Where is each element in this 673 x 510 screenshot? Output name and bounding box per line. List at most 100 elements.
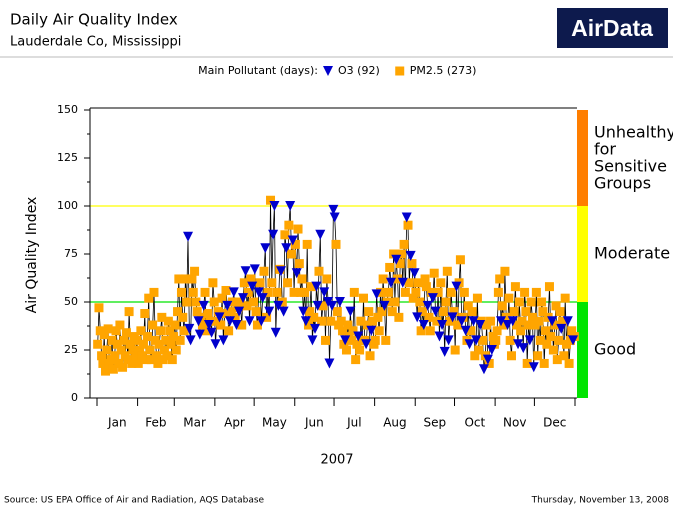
pm25-marker bbox=[403, 220, 413, 230]
pm25-marker bbox=[356, 316, 366, 326]
pm25-marker bbox=[248, 297, 258, 307]
o3-marker bbox=[214, 312, 225, 323]
pm25-marker bbox=[504, 293, 514, 303]
pm25-marker bbox=[351, 355, 361, 365]
pm25-marker bbox=[433, 287, 443, 297]
o3-marker bbox=[273, 300, 284, 311]
o3-marker bbox=[206, 327, 217, 338]
pm25-marker bbox=[191, 297, 201, 307]
pm25-marker bbox=[141, 355, 151, 365]
pm25-marker bbox=[103, 324, 113, 334]
pm25-marker bbox=[118, 362, 128, 372]
pm25-marker bbox=[427, 287, 437, 297]
pm25-marker bbox=[399, 239, 409, 249]
o3-marker bbox=[183, 231, 194, 242]
pm25-marker bbox=[564, 358, 574, 368]
pm25-marker bbox=[436, 278, 446, 288]
pm25-marker bbox=[424, 312, 434, 322]
o3-marker bbox=[451, 281, 462, 292]
pm25-marker bbox=[538, 307, 548, 317]
pm25-marker bbox=[493, 287, 503, 297]
pm25-marker bbox=[142, 332, 152, 342]
pm25-marker bbox=[146, 355, 156, 365]
y-tick-label: 0 bbox=[71, 391, 78, 404]
o3-marker bbox=[478, 364, 489, 375]
pm25-marker bbox=[121, 328, 131, 338]
pm25-marker bbox=[539, 358, 549, 368]
o3-marker bbox=[528, 362, 539, 373]
o3-marker bbox=[524, 335, 535, 346]
o3-marker bbox=[240, 266, 251, 277]
o3-marker bbox=[434, 331, 445, 342]
pm25-marker bbox=[112, 339, 122, 349]
pm25-marker bbox=[309, 312, 319, 322]
pm25-marker bbox=[280, 230, 290, 240]
pm25-marker bbox=[499, 320, 509, 330]
x-tick-label: Jul bbox=[346, 416, 361, 430]
y-tick-label: 125 bbox=[57, 151, 78, 164]
aqi-band bbox=[577, 110, 588, 206]
pm25-marker bbox=[132, 335, 142, 345]
y-tick-label: 25 bbox=[64, 343, 78, 356]
o3-marker bbox=[562, 316, 573, 327]
pm25-marker bbox=[314, 266, 324, 276]
y-tick-label: 150 bbox=[57, 103, 78, 116]
pm25-marker bbox=[246, 274, 256, 284]
logo: AirData bbox=[571, 15, 653, 41]
pm25-marker bbox=[116, 345, 126, 355]
pm25-marker bbox=[500, 266, 510, 276]
pm25-marker bbox=[173, 307, 183, 317]
pm25-marker bbox=[478, 335, 488, 345]
chart-subtitle: Lauderdale Co, Mississippi bbox=[10, 35, 181, 50]
pm25-marker bbox=[203, 309, 213, 319]
o3-marker bbox=[386, 277, 397, 288]
o3-marker bbox=[312, 300, 323, 311]
pm25-marker bbox=[136, 326, 146, 336]
o3-marker bbox=[422, 300, 433, 311]
pm25-marker bbox=[520, 287, 530, 297]
o3-marker bbox=[319, 287, 330, 298]
o3-marker bbox=[468, 316, 479, 327]
o3-marker bbox=[361, 339, 372, 350]
o3-marker bbox=[427, 293, 438, 304]
pm25-marker bbox=[522, 358, 532, 368]
pm25-marker bbox=[467, 307, 477, 317]
pm25-marker bbox=[294, 259, 304, 269]
pm25-marker bbox=[491, 335, 501, 345]
pm25-marker bbox=[220, 309, 230, 319]
o3-marker bbox=[307, 335, 318, 346]
pm25-marker bbox=[101, 366, 111, 376]
pm25-marker bbox=[341, 345, 351, 355]
o3-marker bbox=[329, 212, 340, 223]
pm25-marker bbox=[393, 274, 403, 284]
pm25-marker bbox=[331, 239, 341, 249]
pm25-marker bbox=[216, 320, 226, 330]
pm25-marker bbox=[349, 287, 359, 297]
pm25-marker bbox=[425, 326, 435, 336]
pm25-marker bbox=[383, 287, 393, 297]
o3-marker bbox=[547, 316, 558, 327]
o3-marker bbox=[409, 268, 420, 279]
pm25-marker bbox=[267, 278, 277, 288]
o3-marker bbox=[287, 235, 298, 246]
pm25-marker bbox=[389, 249, 399, 259]
y-tick-label: 50 bbox=[64, 295, 78, 308]
o3-marker bbox=[224, 316, 235, 327]
pm25-marker bbox=[548, 345, 558, 355]
pm25-marker bbox=[336, 316, 346, 326]
pm25-marker bbox=[554, 335, 564, 345]
x-tick-label: Apr bbox=[224, 416, 245, 430]
pm25-marker bbox=[289, 287, 299, 297]
legend-title: Main Pollutant (days): bbox=[198, 64, 318, 77]
pm25-marker bbox=[133, 358, 143, 368]
pm25-marker bbox=[512, 320, 522, 330]
x-tick-label: Feb bbox=[145, 416, 166, 430]
pm25-marker bbox=[414, 278, 424, 288]
x-tick-label: May bbox=[262, 416, 287, 430]
o3-marker bbox=[391, 254, 402, 265]
o3-marker bbox=[278, 306, 289, 317]
pm25-marker bbox=[243, 287, 253, 297]
pm25-marker bbox=[239, 278, 249, 288]
pm25-marker bbox=[182, 297, 192, 307]
